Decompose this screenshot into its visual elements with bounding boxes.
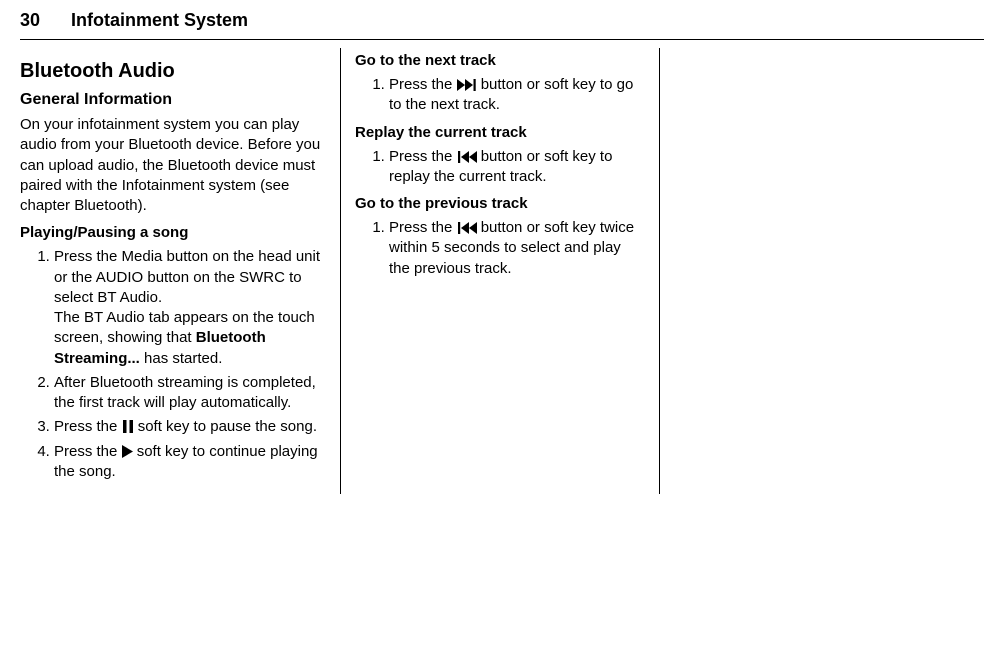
next-track-icon bbox=[457, 79, 477, 91]
replay-pre: Press the bbox=[389, 148, 457, 165]
general-paragraph: On your infotainment system you can play… bbox=[20, 115, 326, 216]
pause-icon bbox=[122, 420, 134, 433]
section-title: Bluetooth Audio bbox=[20, 60, 326, 83]
page-header: 30 Infotainment System bbox=[20, 6, 984, 39]
step-3-pre: Press the bbox=[54, 418, 122, 435]
prev-track-icon bbox=[457, 151, 477, 163]
next-track-heading: Go to the next track bbox=[355, 52, 645, 69]
horizontal-rule bbox=[20, 39, 984, 40]
step-4-pre: Press the bbox=[54, 443, 122, 460]
page-number: 30 bbox=[20, 10, 66, 31]
prev-track-heading: Go to the previous track bbox=[355, 195, 645, 212]
replay-step: Press the button or soft key to replay t… bbox=[389, 147, 645, 188]
play-icon bbox=[122, 445, 133, 458]
columns: Bluetooth Audio General Information On y… bbox=[20, 48, 984, 494]
page-title: Infotainment System bbox=[71, 10, 248, 30]
step-1b-post: has started. bbox=[140, 350, 223, 367]
step-4: Press the soft key to continue playing t… bbox=[54, 442, 326, 483]
step-1a-text: Press the Media button on the head unit … bbox=[54, 248, 320, 306]
step-2: After Bluetooth streaming is completed, … bbox=[54, 373, 326, 414]
column-3 bbox=[660, 48, 980, 494]
step-1: Press the Media button on the head unit … bbox=[54, 247, 326, 369]
playpause-steps: Press the Media button on the head unit … bbox=[20, 247, 326, 482]
step-3: Press the soft key to pause the song. bbox=[54, 417, 326, 437]
playpause-heading: Playing/Pausing a song bbox=[20, 224, 326, 241]
step-3-post: soft key to pause the song. bbox=[134, 418, 317, 435]
next-track-steps: Press the button or soft key to go to th… bbox=[355, 75, 645, 116]
replay-heading: Replay the current track bbox=[355, 124, 645, 141]
prev-track-icon bbox=[457, 222, 477, 234]
page: 30 Infotainment System Bluetooth Audio G… bbox=[0, 0, 1004, 504]
prev-pre: Press the bbox=[389, 219, 457, 236]
column-1: Bluetooth Audio General Information On y… bbox=[20, 48, 340, 494]
step-1b-pre: The BT Audio tab appears on the touch sc… bbox=[54, 309, 315, 346]
replay-steps: Press the button or soft key to replay t… bbox=[355, 147, 645, 188]
next-track-step: Press the button or soft key to go to th… bbox=[389, 75, 645, 116]
prev-track-steps: Press the button or soft key twice withi… bbox=[355, 218, 645, 279]
subsection-general: General Information bbox=[20, 91, 326, 109]
column-2: Go to the next track Press the button or… bbox=[340, 48, 660, 494]
prev-track-step: Press the button or soft key twice withi… bbox=[389, 218, 645, 279]
next-pre: Press the bbox=[389, 76, 457, 93]
